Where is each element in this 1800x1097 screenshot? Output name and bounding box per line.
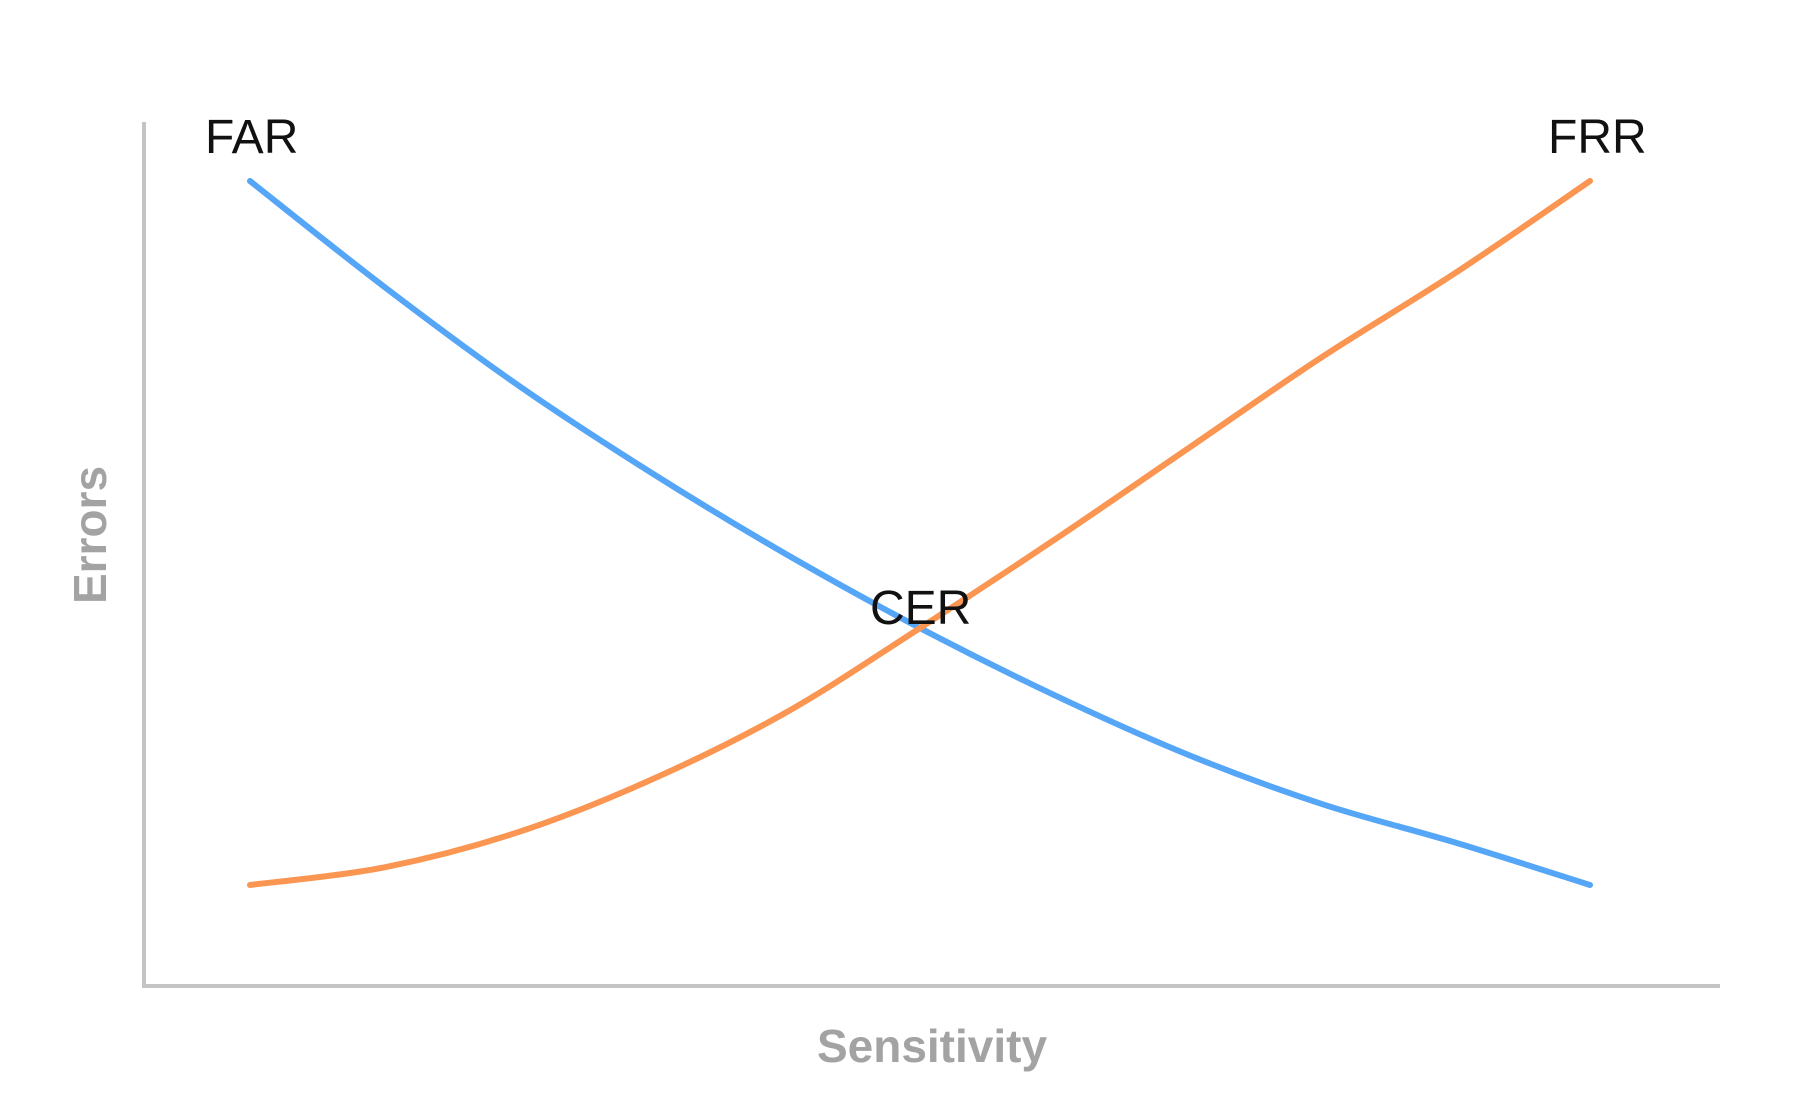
annotation-cer: CER (870, 582, 971, 635)
annotation-far: FAR (205, 111, 298, 164)
series-line-frr (247, 178, 1593, 888)
x-axis-title: Sensitivity (817, 1020, 1048, 1072)
series-layer (247, 178, 1593, 888)
annotation-frr: FRR (1548, 111, 1647, 164)
y-axis-title: Errors (64, 466, 116, 604)
series-line-far (247, 178, 1593, 888)
